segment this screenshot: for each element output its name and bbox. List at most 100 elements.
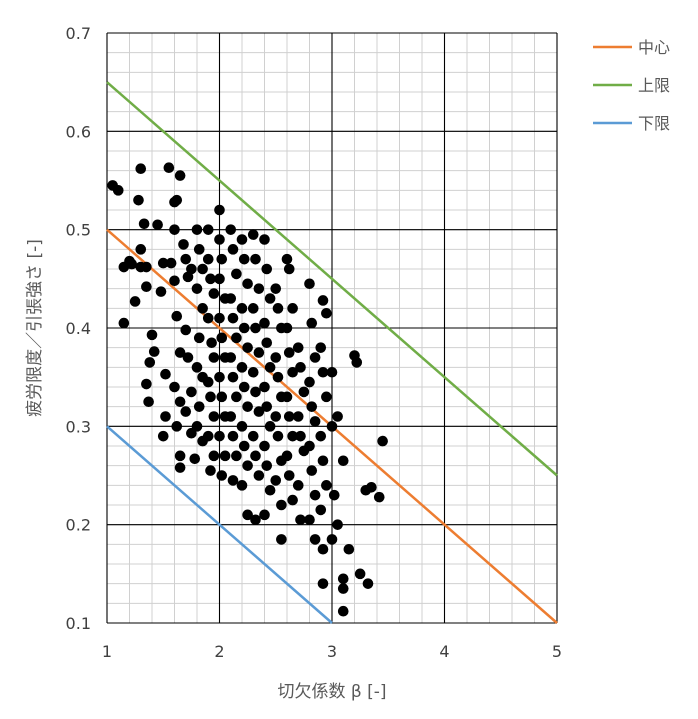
data-point [180, 324, 192, 336]
data-point [112, 185, 124, 196]
data-point [283, 263, 295, 275]
data-point [259, 317, 270, 329]
data-point [270, 283, 282, 294]
data-point [238, 381, 250, 393]
data-point [193, 332, 205, 344]
y-tick-label: 0.5 [66, 221, 91, 240]
data-point [247, 229, 259, 240]
data-point [160, 411, 171, 422]
data-point [317, 295, 329, 306]
data-point [272, 303, 284, 314]
data-point [250, 386, 261, 398]
y-tick-label: 0.3 [66, 417, 91, 436]
data-point [208, 411, 220, 422]
data-point [281, 253, 293, 265]
data-point [171, 194, 183, 206]
data-point [236, 421, 248, 432]
data-point [253, 283, 265, 294]
x-tick-label: 5 [552, 642, 562, 661]
data-point [270, 475, 282, 486]
data-point [126, 258, 138, 270]
data-point [264, 484, 276, 496]
data-point [292, 411, 304, 422]
data-point [242, 401, 253, 412]
data-point [155, 286, 167, 297]
data-point [253, 470, 265, 481]
x-tick-label: 4 [439, 642, 449, 661]
data-point [191, 362, 203, 373]
data-point [169, 275, 180, 287]
data-point [174, 450, 186, 462]
data-point [317, 366, 329, 378]
data-point [214, 430, 225, 442]
data-point [317, 543, 329, 555]
data-point [321, 391, 332, 403]
data-point [174, 170, 186, 181]
data-point [337, 605, 349, 617]
data-point [206, 337, 217, 349]
data-point [321, 480, 332, 491]
data-point [143, 396, 154, 408]
data-point [343, 543, 355, 555]
data-point [377, 435, 388, 447]
data-point [208, 288, 220, 299]
data-point [242, 509, 253, 521]
series-line-2 [106, 425, 333, 624]
data-point [242, 342, 253, 353]
data-point [326, 421, 338, 432]
data-point [197, 263, 208, 275]
data-point [306, 401, 318, 412]
data-point [287, 430, 298, 442]
data-point [236, 362, 248, 373]
data-point [157, 257, 169, 269]
data-point [148, 346, 160, 357]
data-point [281, 391, 293, 403]
data-point [227, 475, 239, 486]
data-point [208, 450, 220, 462]
data-point [281, 450, 293, 462]
data-point [216, 391, 228, 403]
data-point [197, 303, 208, 314]
data-point [238, 440, 250, 452]
data-point [186, 263, 197, 275]
data-point [236, 303, 248, 314]
data-point [253, 406, 265, 417]
data-point [174, 396, 186, 408]
data-point [182, 352, 194, 363]
data-point [231, 268, 242, 280]
data-point [261, 460, 273, 471]
data-point [178, 239, 189, 250]
data-point [264, 421, 276, 432]
data-point [202, 224, 214, 235]
data-point [250, 514, 261, 526]
data-point [287, 494, 298, 506]
data-point [214, 234, 225, 245]
data-point [281, 322, 293, 334]
data-point [283, 411, 295, 422]
data-point [304, 278, 315, 290]
data-point [202, 376, 214, 388]
data-point [205, 465, 216, 476]
x-axis-title: 切欠係数 β [-] [277, 682, 386, 702]
data-point [205, 391, 216, 403]
y-tick-label: 0.1 [66, 614, 91, 633]
data-point [315, 430, 327, 442]
data-point [264, 362, 276, 373]
data-point [219, 450, 231, 462]
data-point [118, 317, 130, 329]
data-point [354, 568, 366, 580]
data-point [272, 371, 284, 383]
data-point [306, 317, 318, 329]
data-point [133, 194, 144, 206]
data-point [141, 378, 152, 390]
data-point [169, 381, 180, 393]
data-point [317, 455, 329, 467]
data-point [186, 386, 197, 398]
data-point [191, 421, 203, 432]
data-point [247, 430, 259, 442]
data-point [160, 368, 171, 380]
data-point [272, 430, 284, 442]
y-tick-label: 0.4 [66, 319, 91, 338]
data-point [146, 329, 158, 341]
